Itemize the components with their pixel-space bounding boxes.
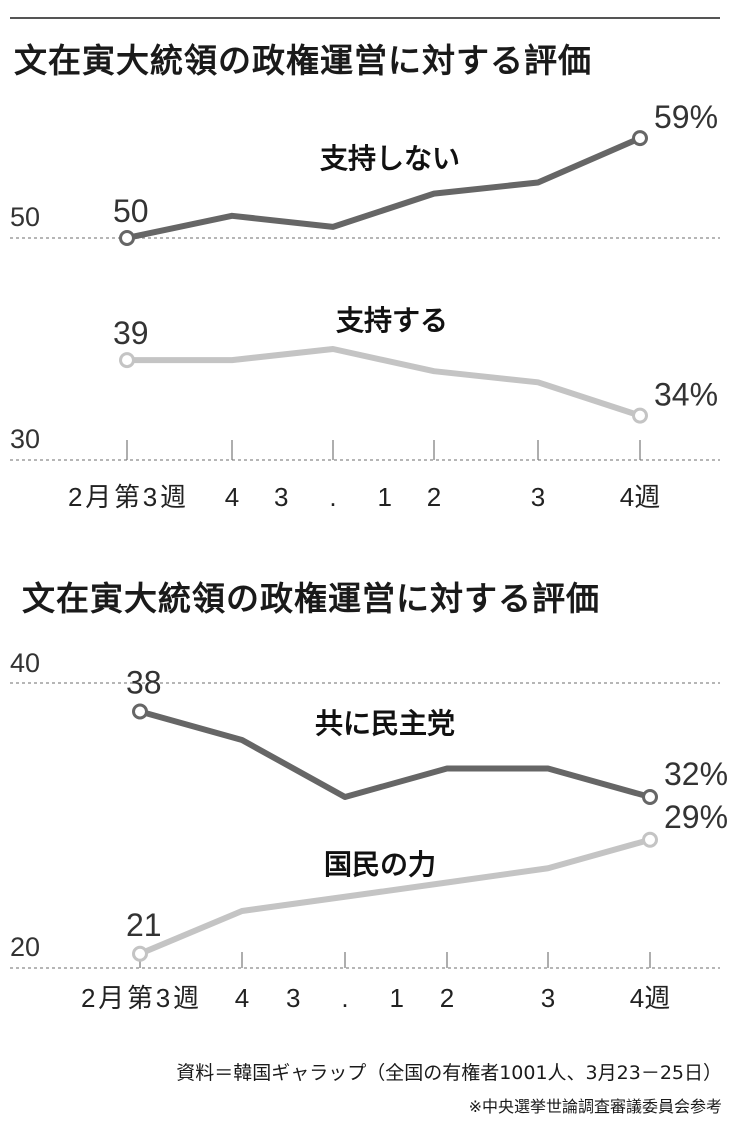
chart-title-party: 文在寅大統領の政権運営に対する評価 [22, 579, 600, 618]
x-tick-label: 3 [531, 482, 545, 512]
series-name-label: 支持しない [320, 142, 460, 175]
data-label-end: 29% [664, 799, 728, 835]
y-tick-label: 30 [10, 424, 40, 454]
series-line [138, 836, 651, 957]
endpoint-marker [632, 130, 648, 147]
data-label-end: 59% [654, 99, 718, 135]
x-tick-label: 3.1 [286, 983, 404, 1013]
series-name-label: 共に民主党 [315, 707, 455, 740]
x-tick-label: 4 [235, 983, 249, 1013]
x-tick-label: 2 [427, 482, 441, 512]
endpoint-marker [642, 831, 658, 848]
source-note: 資料＝韓国ギャラップ（全国の有権者1001人、3月23－25日） [176, 1062, 722, 1084]
endpoint-marker [119, 230, 135, 246]
top-rule [10, 17, 720, 19]
data-label-start: 21 [126, 907, 162, 943]
x-tick-label: 4週 [620, 482, 660, 512]
endpoint-marker [119, 352, 135, 369]
endpoint-marker [132, 945, 148, 962]
series-name-label: 支持する [336, 304, 448, 337]
series-line [139, 708, 651, 800]
series-line [126, 135, 642, 241]
data-label-end: 32% [664, 756, 728, 792]
endpoint-marker [132, 703, 148, 720]
series-name-label: 国民の力 [324, 848, 436, 881]
x-tick-label: 4 [225, 482, 239, 512]
data-label-start: 38 [126, 665, 162, 701]
y-tick-label: 50 [10, 202, 40, 232]
data-label-end: 34% [654, 377, 718, 413]
reference-note: ※中央選挙世論調査審議委員会参考 [468, 1097, 722, 1116]
endpoint-marker [642, 789, 658, 805]
x-tick-label: 3 [541, 983, 555, 1013]
x-tick-label: 2月第3週 [81, 983, 199, 1013]
party-line-chart: 40 20 2月第3週 4 3.1 2 3 4週 38 32% 共に民主党 21 29% 国民の力 [10, 648, 728, 1013]
x-tick-label: 4週 [630, 983, 670, 1013]
y-tick-label: 20 [10, 932, 40, 962]
y-tick-label: 40 [10, 648, 40, 678]
chart-title-approval: 文在寅大統領の政権運営に対する評価 [14, 41, 592, 80]
data-label-start: 50 [113, 193, 149, 229]
series-line [127, 346, 641, 419]
endpoint-marker [632, 407, 648, 424]
x-tick-label: 2月第3週 [68, 482, 186, 512]
x-tick-label: 2 [440, 983, 454, 1013]
data-label-start: 39 [113, 315, 149, 351]
